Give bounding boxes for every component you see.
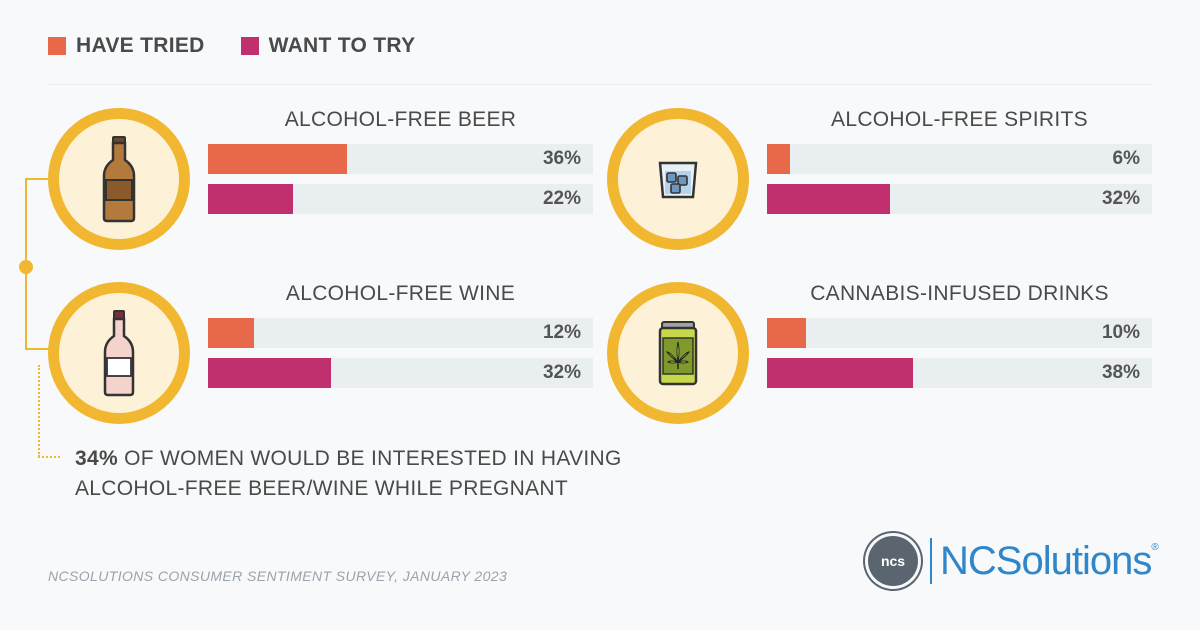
bar-have-tried: [208, 318, 255, 348]
legend-swatch-have-tried: [48, 37, 66, 55]
panel-title: ALCOHOL-FREE BEER: [284, 108, 517, 131]
dotted-connector-end: [38, 456, 60, 458]
value-label-want-to-try: 32%: [542, 362, 581, 383]
panel-alcohol-free-wine: ALCOHOL-FREE WINE 12% 32%: [48, 282, 593, 424]
value-label-have-tried: 12%: [542, 322, 581, 343]
note-text: OF WOMEN WOULD BE INTERESTED IN HAVING A…: [75, 447, 622, 500]
panel-title: ALCOHOL-FREE SPIRITS: [831, 108, 1088, 131]
value-label-want-to-try: 38%: [1101, 362, 1140, 383]
logo-mark: ncs: [868, 536, 918, 586]
bar-track-have-tried: 6%: [767, 144, 1152, 174]
connector-dot: [19, 260, 33, 274]
bar-have-tried: [767, 144, 791, 174]
legend-item-have-tried: HAVE TRIED: [48, 34, 205, 58]
logo-text: NCSolutions: [940, 538, 1152, 583]
pregnancy-note: 34% OF WOMEN WOULD BE INTERESTED IN HAVI…: [75, 444, 715, 504]
bar-track-have-tried: 12%: [208, 318, 593, 348]
bar-have-tried: [208, 144, 347, 174]
legend-swatch-want-to-try: [240, 37, 259, 55]
panel-title: ALCOHOL-FREE WINE: [285, 282, 516, 305]
panel-alcohol-free-beer: ALCOHOL-FREE BEER 36% 22%: [48, 108, 593, 250]
bar-track-want-to-try: 38%: [767, 358, 1152, 388]
bar-want-to-try: [767, 184, 891, 214]
panel-title: CANNABIS-INFUSED DRINKS: [810, 282, 1109, 305]
logo-separator: [930, 538, 932, 584]
value-label-want-to-try: 22%: [542, 188, 581, 209]
bar-want-to-try: [767, 358, 914, 388]
wine-bottle-icon: [48, 282, 190, 424]
panel-cannabis-infused-drinks: CANNABIS-INFUSED DRINKS 10% 38%: [607, 282, 1152, 424]
bar-track-have-tried: 36%: [208, 144, 593, 174]
bar-want-to-try: [208, 358, 332, 388]
bar-track-want-to-try: 32%: [208, 358, 593, 388]
value-label-have-tried: 6%: [1112, 148, 1140, 169]
spirits-glass-icon: [607, 108, 749, 250]
value-label-have-tried: 36%: [542, 148, 581, 169]
legend-label-have-tried: HAVE TRIED: [76, 34, 205, 57]
ncsolutions-logo: ncs NCSolutions ®: [868, 536, 1159, 586]
bar-track-want-to-try: 22%: [208, 184, 593, 214]
beer-bottle-icon: [48, 108, 190, 250]
legend-label-want-to-try: WANT TO TRY: [268, 34, 416, 57]
value-label-want-to-try: 32%: [1101, 188, 1140, 209]
bar-track-have-tried: 10%: [767, 318, 1152, 348]
bar-track-want-to-try: 32%: [767, 184, 1152, 214]
header-divider: [48, 84, 1152, 85]
source-credit: NCSOLUTIONS CONSUMER SENTIMENT SURVEY, J…: [48, 568, 508, 584]
panel-alcohol-free-spirits: ALCOHOL-FREE SPIRITS 6% 32%: [607, 108, 1152, 250]
legend: HAVE TRIED WANT TO TRY: [48, 34, 451, 58]
legend-item-want-to-try: WANT TO TRY: [240, 34, 416, 58]
cannabis-can-icon: [607, 282, 749, 424]
dotted-connector: [38, 365, 40, 457]
bar-want-to-try: [208, 184, 293, 214]
note-highlight: 34%: [75, 447, 118, 470]
value-label-have-tried: 10%: [1101, 322, 1140, 343]
bar-have-tried: [767, 318, 806, 348]
connector-line-top: [25, 178, 60, 180]
connector-line-bottom: [25, 348, 60, 350]
logo-registered-mark: ®: [1151, 542, 1159, 553]
